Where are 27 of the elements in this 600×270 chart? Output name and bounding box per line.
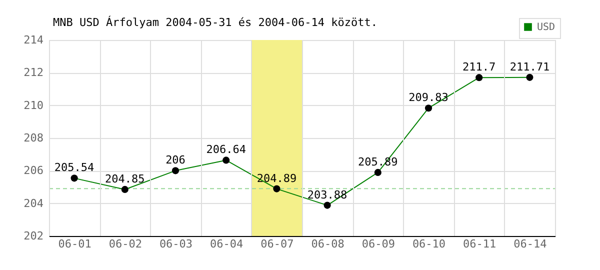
- data-label: 211.71: [510, 60, 550, 74]
- data-label: 204.85: [105, 172, 145, 186]
- x-tick-label: 06-07: [260, 238, 294, 250]
- x-tick-label: 06-10: [412, 238, 446, 250]
- y-tick-label: 204: [24, 196, 44, 210]
- x-tick-label: 06-04: [210, 238, 244, 250]
- data-label: 211.7: [462, 60, 496, 74]
- x-tick-label: 06-03: [159, 238, 193, 250]
- y-tick-label: 212: [24, 66, 44, 80]
- y-tick-label: 214: [24, 34, 44, 46]
- legend-label: USD: [537, 22, 556, 33]
- x-tick-label: 06-14: [514, 238, 548, 250]
- x-tick-label: 06-11: [463, 238, 496, 250]
- y-tick-label: 202: [24, 230, 44, 242]
- data-label: 206: [166, 154, 186, 167]
- y-tick-label: 210: [24, 98, 44, 112]
- chart-title: MNB USD Árfolyam 2004-05-31 és 2004-06-14 között.: [53, 15, 378, 29]
- x-tick-label: 06-08: [311, 238, 344, 250]
- data-label: 204.89: [256, 172, 297, 185]
- y-tick-label: 206: [24, 164, 44, 178]
- x-tick-label: 06-09: [362, 238, 395, 250]
- x-tick-label: 06-02: [108, 238, 142, 250]
- data-label: 206.64: [206, 143, 246, 156]
- data-label: 209.83: [408, 91, 448, 104]
- x-tick-label: 06-01: [58, 238, 92, 250]
- y-tick-label: 208: [24, 132, 44, 144]
- data-label: 205.54: [54, 161, 95, 174]
